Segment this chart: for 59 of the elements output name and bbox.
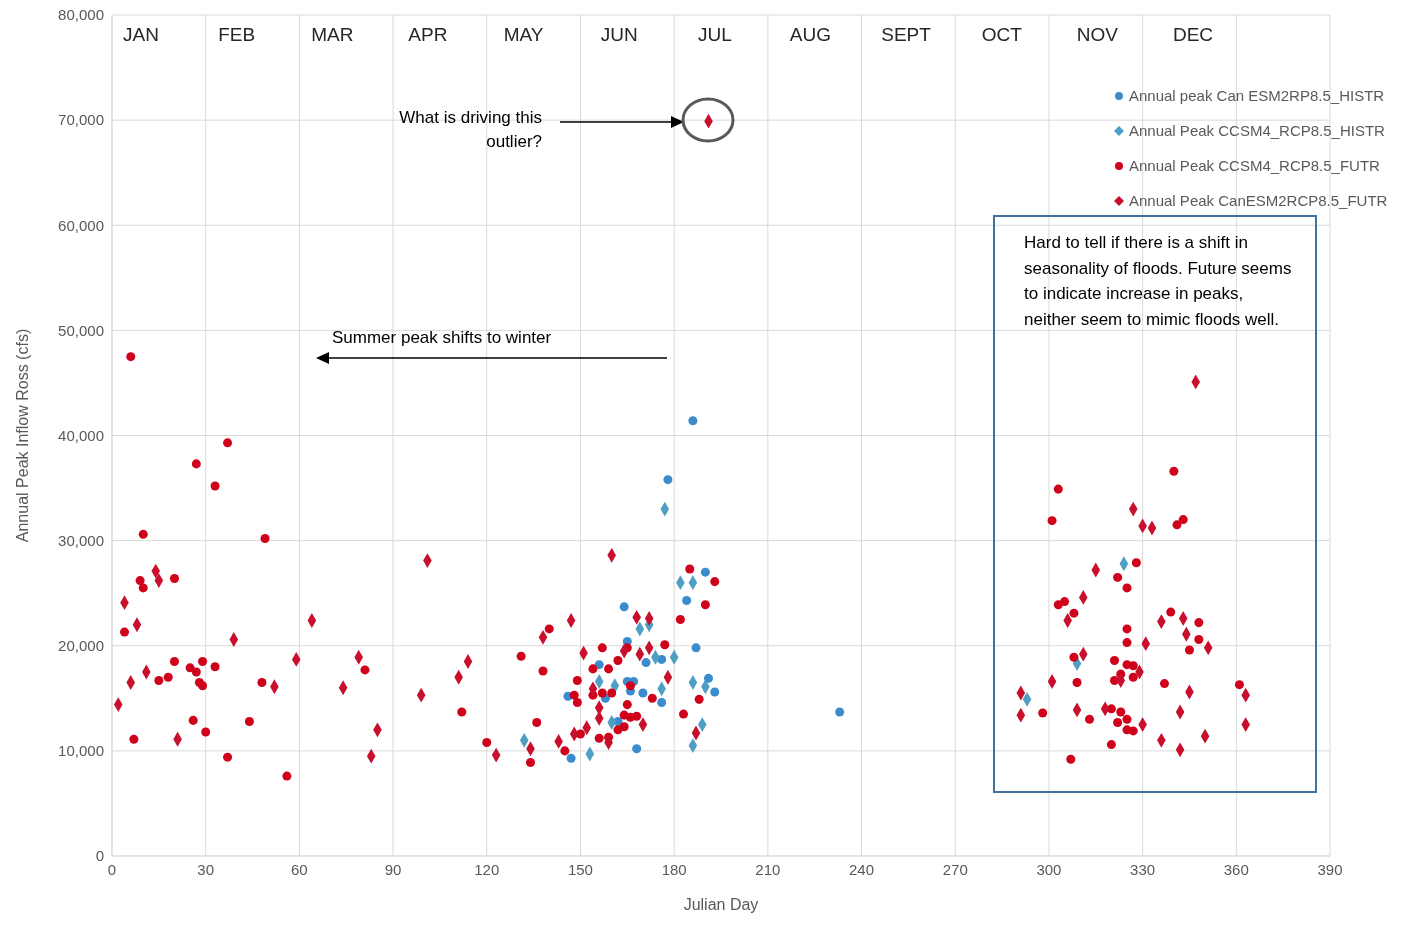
x-tick-label: 60 (291, 860, 308, 878)
point (619, 602, 629, 612)
y-tick-label: 70,000 (58, 111, 104, 129)
annotation: FEB (217, 24, 257, 46)
point (703, 673, 714, 683)
legend-label: Annual Peak CCSM4_RCP8.5_HISTR (1129, 122, 1385, 139)
annotation: NOV (1075, 24, 1119, 46)
annotation: What is driving this outlier? (399, 107, 542, 153)
x-tick-label: 330 (1130, 860, 1156, 878)
x-tick-label: 300 (1036, 860, 1062, 878)
annotation: MAY (502, 24, 545, 46)
annotation: JAN (122, 24, 160, 46)
x-tick-label: 120 (474, 860, 500, 878)
point (638, 688, 648, 698)
point (700, 567, 710, 577)
x-tick-label: 270 (942, 860, 968, 878)
point (682, 596, 692, 606)
point (632, 744, 642, 754)
annotation: AUG (788, 24, 833, 46)
y-axis-title: Annual Peak Inflow Ross (cfs) (13, 328, 31, 543)
annotation: JUL (696, 24, 733, 46)
point (835, 707, 845, 717)
point (594, 660, 604, 670)
annotation: SEPT (880, 24, 932, 46)
y-tick-label: 60,000 (58, 216, 104, 234)
y-tick-label: 50,000 (58, 321, 104, 339)
point (691, 643, 701, 653)
x-tick-label: 30 (197, 860, 215, 878)
legend-label: Annual Peak CCSM4_RCP8.5_FUTR (1129, 157, 1380, 174)
y-tick-label: 80,000 (58, 6, 104, 24)
y-tick-label: 40,000 (58, 426, 104, 444)
annotation: DEC (1171, 24, 1215, 46)
legend-label: Annual peak Can ESM2RP8.5_HISTR (1129, 87, 1385, 104)
x-tick-label: 150 (567, 860, 593, 878)
annotation: APR (407, 24, 449, 46)
annotation: Hard to tell if there is a shift in seasonality of floods. Future seems to indicate increase in peaks, neither seem to mimic floods well. (1024, 232, 1293, 331)
point (657, 698, 667, 708)
x-tick-label: 360 (1223, 860, 1249, 878)
legend-label: Annual Peak CanESM2RCP8.5_FUTR (1129, 192, 1388, 209)
annotation: MAR (310, 24, 355, 46)
x-tick-label: 210 (755, 860, 781, 878)
x-tick-label: 90 (384, 860, 402, 878)
y-tick-label: 20,000 (58, 637, 104, 655)
point (641, 658, 651, 668)
y-tick-label: 0 (95, 847, 104, 865)
point (566, 753, 576, 763)
x-tick-label: 0 (107, 860, 117, 878)
x-tick-label: 390 (1317, 860, 1343, 878)
x-axis-title: Julian Day (683, 896, 759, 913)
annotation: OCT (980, 24, 1023, 46)
y-tick-label: 10,000 (58, 742, 104, 760)
point (710, 687, 720, 697)
y-tick-label: 30,000 (58, 531, 104, 549)
point (688, 416, 698, 426)
x-tick-label: 180 (661, 860, 687, 878)
annotation: Summer peak shifts to winter (332, 328, 552, 348)
annotation: JUN (599, 24, 639, 46)
point (663, 475, 673, 485)
x-tick-label: 240 (849, 860, 875, 878)
